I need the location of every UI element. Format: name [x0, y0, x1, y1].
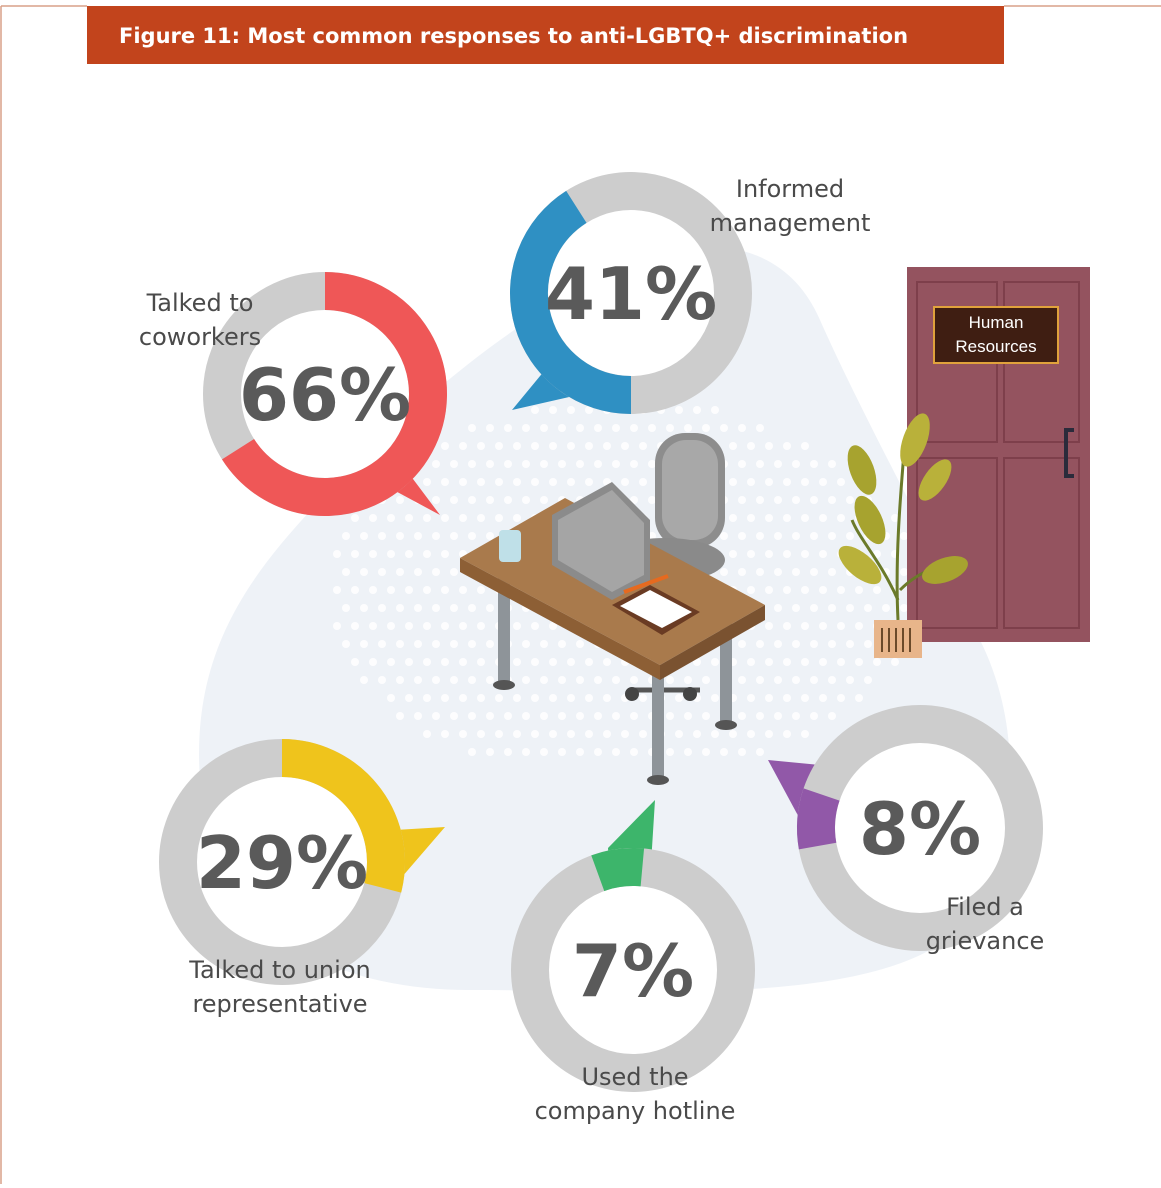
donut-value-union: 29%: [196, 821, 368, 905]
label-hotline-line-1: Used the: [581, 1063, 689, 1091]
label-management-line-2: management: [709, 209, 871, 237]
label-grievance-line-2: grievance: [925, 927, 1045, 955]
label-coworkers-line-2: coworkers: [138, 323, 262, 351]
tail-grievance: [768, 760, 820, 823]
donut-value-grievance: 8%: [859, 787, 981, 871]
label-management: Informed management: [700, 172, 880, 240]
hr-door-sign-line-2: Resources: [955, 337, 1037, 356]
figure-title: Figure 11: Most common responses to anti…: [87, 6, 1004, 64]
donut-arc-grievance: [797, 788, 840, 850]
label-coworkers-line-1: Talked to: [146, 289, 254, 317]
label-grievance-line-1: Filed a: [946, 893, 1024, 921]
hr-door-sign-line-1: Human: [968, 313, 1024, 332]
donut-arc-union: [281, 739, 405, 893]
label-management-line-1: Informed: [735, 175, 845, 203]
donut-arc-coworkers: [222, 272, 447, 516]
donut-arc-hotline: [591, 848, 645, 892]
label-union-line-1: Talked to union: [189, 956, 371, 984]
label-hotline: Used the company hotline: [520, 1060, 750, 1128]
label-union: Talked to union representative: [160, 953, 400, 1021]
tail-management: [512, 370, 600, 410]
label-union-line-2: representative: [192, 990, 368, 1018]
desk-illustration: [460, 482, 765, 785]
tail-union: [395, 827, 445, 885]
donut-charts: 66% 41% 29% 7% 8%: [159, 172, 1043, 1092]
plant-illustration: [838, 413, 968, 658]
label-hotline-line-2: company hotline: [534, 1097, 736, 1125]
hr-door-sign: Human Resources: [933, 306, 1059, 364]
label-grievance: Filed a grievance: [905, 890, 1065, 958]
donut-value-coworkers: 66%: [239, 353, 411, 437]
label-coworkers: Talked to coworkers: [120, 286, 280, 354]
donut-arc-management: [510, 190, 632, 414]
donut-value-management: 41%: [545, 252, 717, 336]
donut-value-hotline: 7%: [572, 929, 694, 1013]
